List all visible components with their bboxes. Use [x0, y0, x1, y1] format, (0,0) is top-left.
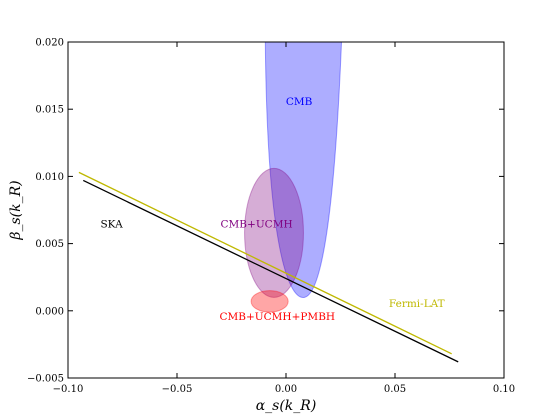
- y-tick-label: 0.015: [35, 105, 64, 116]
- y-tick-label: −0.005: [27, 374, 64, 385]
- y-axis-label: β_s(k_R): [8, 180, 24, 240]
- x-tick-label: 0.05: [384, 384, 406, 395]
- x-tick-label: −0.05: [162, 384, 193, 395]
- fermi-lat-label: Fermi-LAT: [389, 298, 445, 310]
- y-tick-label: 0.020: [35, 38, 64, 49]
- cmb-label: CMB: [286, 96, 313, 108]
- constraint-lines: [78, 171, 459, 363]
- x-tick-label: 0.00: [275, 384, 297, 395]
- confidence-regions: [244, 42, 343, 313]
- y-tick-label: 0.005: [35, 239, 64, 250]
- y-tick-label: 0.010: [35, 172, 64, 183]
- y-tick-label: 0.000: [35, 306, 64, 317]
- x-axis-label: α_s(k_R): [256, 398, 317, 414]
- x-tick-label: 0.10: [493, 384, 515, 395]
- cmb-ucmh-label: CMB+UCMH: [221, 218, 293, 230]
- cmb-ucmh-pmbh-label: CMB+UCMH+PMBH: [219, 311, 335, 323]
- axis-ticks: −0.10 −0.05 0.00 0.05 0.10 −0.005 0.000 0.005 0.…: [27, 38, 515, 396]
- ska-label: SKA: [100, 218, 123, 230]
- fermi-lat-line: [78, 171, 452, 355]
- cmb-ucmh-pmbh-region: [250, 290, 289, 313]
- annotations: CMB CMB+UCMH SKA Fermi-LAT CMB+UCMH+PMBH: [100, 96, 444, 323]
- ska-line: [82, 179, 459, 363]
- cmb-region: [264, 42, 343, 298]
- x-tick-label: −0.10: [53, 384, 84, 395]
